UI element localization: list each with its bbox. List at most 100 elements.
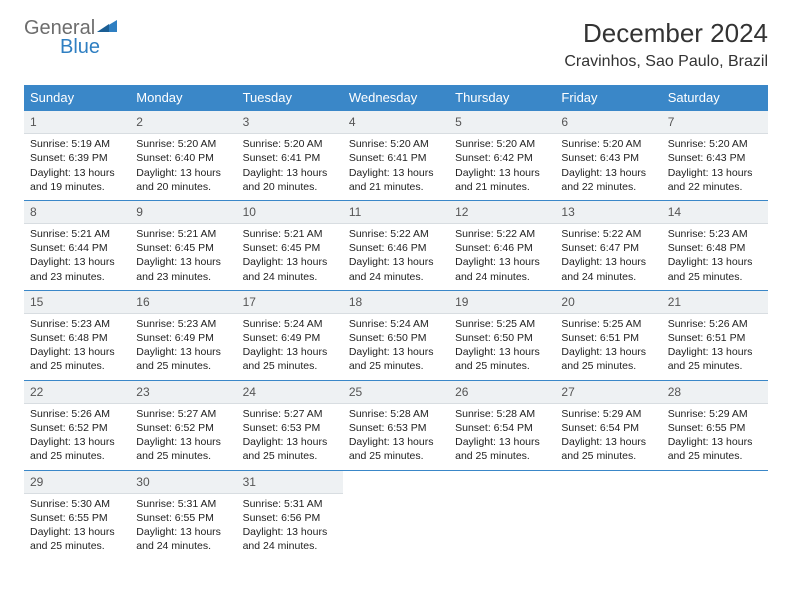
sunrise-line: Sunrise: 5:28 AM [349,407,443,421]
day-body: Sunrise: 5:27 AMSunset: 6:53 PMDaylight:… [237,404,343,470]
weekday-header: Wednesday [343,85,449,111]
day-number: 5 [449,111,555,134]
day-body: Sunrise: 5:28 AMSunset: 6:54 PMDaylight:… [449,404,555,470]
daylight-line: Daylight: 13 hours and 25 minutes. [349,345,443,373]
day-body: Sunrise: 5:31 AMSunset: 6:55 PMDaylight:… [130,494,236,560]
sunset-line: Sunset: 6:50 PM [455,331,549,345]
calendar-cell: . [662,470,768,559]
day-number: 23 [130,381,236,404]
sunset-line: Sunset: 6:49 PM [243,331,337,345]
sunrise-line: Sunrise: 5:23 AM [30,317,124,331]
day-body: Sunrise: 5:25 AMSunset: 6:50 PMDaylight:… [449,314,555,380]
calendar-cell: 4Sunrise: 5:20 AMSunset: 6:41 PMDaylight… [343,111,449,201]
daylight-line: Daylight: 13 hours and 24 minutes. [243,255,337,283]
daylight-line: Daylight: 13 hours and 25 minutes. [30,525,124,553]
daylight-line: Daylight: 13 hours and 23 minutes. [30,255,124,283]
calendar-cell: 21Sunrise: 5:26 AMSunset: 6:51 PMDayligh… [662,290,768,380]
sunrise-line: Sunrise: 5:26 AM [668,317,762,331]
sunset-line: Sunset: 6:53 PM [243,421,337,435]
daylight-line: Daylight: 13 hours and 25 minutes. [455,435,549,463]
calendar-cell: 5Sunrise: 5:20 AMSunset: 6:42 PMDaylight… [449,111,555,201]
daylight-line: Daylight: 13 hours and 21 minutes. [349,166,443,194]
sunset-line: Sunset: 6:41 PM [243,151,337,165]
calendar-cell: 3Sunrise: 5:20 AMSunset: 6:41 PMDaylight… [237,111,343,201]
sunset-line: Sunset: 6:56 PM [243,511,337,525]
calendar-cell: 19Sunrise: 5:25 AMSunset: 6:50 PMDayligh… [449,290,555,380]
sunset-line: Sunset: 6:47 PM [561,241,655,255]
sunset-line: Sunset: 6:45 PM [136,241,230,255]
weekday-header: Saturday [662,85,768,111]
daylight-line: Daylight: 13 hours and 22 minutes. [668,166,762,194]
sunrise-line: Sunrise: 5:20 AM [136,137,230,151]
calendar-cell: 11Sunrise: 5:22 AMSunset: 6:46 PMDayligh… [343,200,449,290]
weekday-header: Monday [130,85,236,111]
calendar-cell: . [449,470,555,559]
sunset-line: Sunset: 6:52 PM [30,421,124,435]
calendar-row: 15Sunrise: 5:23 AMSunset: 6:48 PMDayligh… [24,290,768,380]
day-body: Sunrise: 5:20 AMSunset: 6:41 PMDaylight:… [237,134,343,200]
calendar-cell: 15Sunrise: 5:23 AMSunset: 6:48 PMDayligh… [24,290,130,380]
daylight-line: Daylight: 13 hours and 20 minutes. [136,166,230,194]
sunset-line: Sunset: 6:51 PM [668,331,762,345]
day-number: 24 [237,381,343,404]
calendar-row: 8Sunrise: 5:21 AMSunset: 6:44 PMDaylight… [24,200,768,290]
daylight-line: Daylight: 13 hours and 19 minutes. [30,166,124,194]
day-body: Sunrise: 5:24 AMSunset: 6:49 PMDaylight:… [237,314,343,380]
daylight-line: Daylight: 13 hours and 25 minutes. [136,435,230,463]
daylight-line: Daylight: 13 hours and 25 minutes. [349,435,443,463]
daylight-line: Daylight: 13 hours and 25 minutes. [243,345,337,373]
sunset-line: Sunset: 6:50 PM [349,331,443,345]
day-body: Sunrise: 5:22 AMSunset: 6:47 PMDaylight:… [555,224,661,290]
daylight-line: Daylight: 13 hours and 25 minutes. [455,345,549,373]
day-number: 28 [662,381,768,404]
daylight-line: Daylight: 13 hours and 24 minutes. [243,525,337,553]
sunset-line: Sunset: 6:39 PM [30,151,124,165]
calendar-cell: 28Sunrise: 5:29 AMSunset: 6:55 PMDayligh… [662,380,768,470]
calendar-cell: 10Sunrise: 5:21 AMSunset: 6:45 PMDayligh… [237,200,343,290]
sunrise-line: Sunrise: 5:27 AM [136,407,230,421]
sunrise-line: Sunrise: 5:28 AM [455,407,549,421]
brand-triangle-icon [97,18,119,39]
calendar-cell: 13Sunrise: 5:22 AMSunset: 6:47 PMDayligh… [555,200,661,290]
day-body: Sunrise: 5:26 AMSunset: 6:51 PMDaylight:… [662,314,768,380]
sunrise-line: Sunrise: 5:23 AM [136,317,230,331]
sunrise-line: Sunrise: 5:20 AM [561,137,655,151]
sunset-line: Sunset: 6:55 PM [30,511,124,525]
title-block: December 2024 Cravinhos, Sao Paulo, Braz… [564,18,768,71]
calendar-cell: 26Sunrise: 5:28 AMSunset: 6:54 PMDayligh… [449,380,555,470]
daylight-line: Daylight: 13 hours and 25 minutes. [136,345,230,373]
weekday-header: Tuesday [237,85,343,111]
calendar-cell: 2Sunrise: 5:20 AMSunset: 6:40 PMDaylight… [130,111,236,201]
calendar-cell: 16Sunrise: 5:23 AMSunset: 6:49 PMDayligh… [130,290,236,380]
calendar-cell: 25Sunrise: 5:28 AMSunset: 6:53 PMDayligh… [343,380,449,470]
day-body: Sunrise: 5:21 AMSunset: 6:45 PMDaylight:… [237,224,343,290]
calendar-cell: 31Sunrise: 5:31 AMSunset: 6:56 PMDayligh… [237,470,343,559]
daylight-line: Daylight: 13 hours and 24 minutes. [455,255,549,283]
sunset-line: Sunset: 6:42 PM [455,151,549,165]
day-number: 9 [130,201,236,224]
sunset-line: Sunset: 6:51 PM [561,331,655,345]
calendar-row: 22Sunrise: 5:26 AMSunset: 6:52 PMDayligh… [24,380,768,470]
sunrise-line: Sunrise: 5:25 AM [455,317,549,331]
day-number: 15 [24,291,130,314]
sunset-line: Sunset: 6:54 PM [455,421,549,435]
sunset-line: Sunset: 6:54 PM [561,421,655,435]
day-number: 18 [343,291,449,314]
day-number: 21 [662,291,768,314]
day-number: 1 [24,111,130,134]
day-number: 4 [343,111,449,134]
day-body: Sunrise: 5:22 AMSunset: 6:46 PMDaylight:… [343,224,449,290]
day-number: 25 [343,381,449,404]
calendar-row: 29Sunrise: 5:30 AMSunset: 6:55 PMDayligh… [24,470,768,559]
sunset-line: Sunset: 6:44 PM [30,241,124,255]
calendar-body: 1Sunrise: 5:19 AMSunset: 6:39 PMDaylight… [24,111,768,560]
day-body: Sunrise: 5:29 AMSunset: 6:54 PMDaylight:… [555,404,661,470]
sunrise-line: Sunrise: 5:29 AM [561,407,655,421]
brand-logo: General Blue [24,18,119,57]
day-body: Sunrise: 5:29 AMSunset: 6:55 PMDaylight:… [662,404,768,470]
sunrise-line: Sunrise: 5:20 AM [243,137,337,151]
day-number: 2 [130,111,236,134]
calendar-cell: 7Sunrise: 5:20 AMSunset: 6:43 PMDaylight… [662,111,768,201]
day-number: 17 [237,291,343,314]
calendar-row: 1Sunrise: 5:19 AMSunset: 6:39 PMDaylight… [24,111,768,201]
